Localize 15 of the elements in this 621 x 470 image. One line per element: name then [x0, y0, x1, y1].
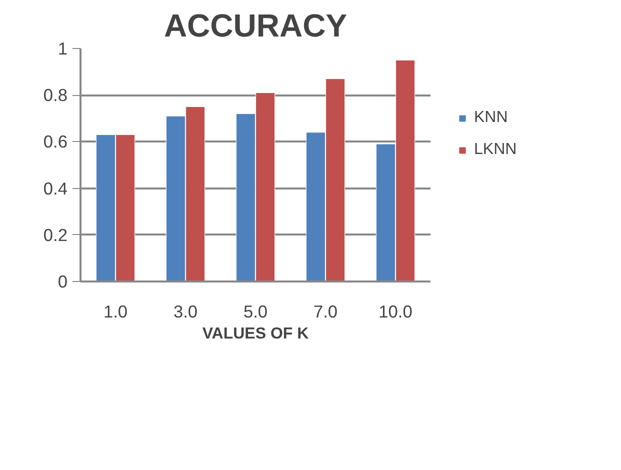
y-tick-label: 0.4 — [43, 178, 68, 198]
legend-label: LKNN — [474, 141, 517, 159]
x-tick-label: 5.0 — [243, 302, 268, 322]
y-tick-label: 0.6 — [43, 132, 68, 152]
x-tick-label: 3.0 — [173, 302, 198, 322]
x-tick-label: 7.0 — [313, 302, 338, 322]
y-tick-label: 0 — [58, 272, 68, 292]
y-tick-label: 0.2 — [43, 224, 68, 245]
y-tick-label: 1 — [58, 38, 68, 58]
y-tick-label: 0.8 — [43, 85, 68, 106]
legend-label: KNN — [474, 109, 508, 127]
x-axis-title: VALUES OF K — [202, 326, 310, 342]
x-tick-label: 1.0 — [103, 302, 128, 322]
chart-title: ACCURACY — [164, 8, 348, 44]
x-tick-label: 10.0 — [378, 302, 412, 322]
